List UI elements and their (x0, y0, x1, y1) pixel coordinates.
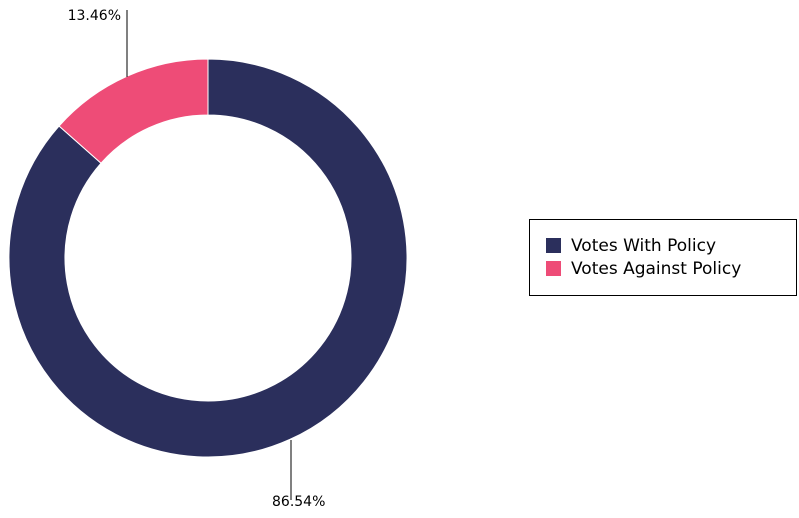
legend-item-votes-against-policy[interactable]: Votes Against Policy (546, 257, 796, 280)
slice-votes-against-policy[interactable] (58, 58, 209, 164)
legend-swatch-votes-with-policy (546, 238, 561, 253)
data-label-votes-against-policy: 13.46% (68, 8, 121, 24)
leader-lines (126, 10, 292, 500)
legend-label-votes-against-policy: Votes Against Policy (571, 258, 742, 279)
donut-slices (8, 58, 408, 458)
legend-item-votes-with-policy[interactable]: Votes With Policy (546, 234, 796, 257)
data-label-votes-with-policy: 86.54% (272, 494, 325, 510)
legend-swatch-votes-against-policy (546, 261, 561, 276)
legend-label-votes-with-policy: Votes With Policy (571, 235, 716, 256)
chart-legend: Votes With Policy Votes Against Policy (529, 219, 797, 296)
slice-votes-with-policy[interactable] (8, 58, 408, 458)
data-labels: 86.54% 13.46% (68, 8, 326, 510)
